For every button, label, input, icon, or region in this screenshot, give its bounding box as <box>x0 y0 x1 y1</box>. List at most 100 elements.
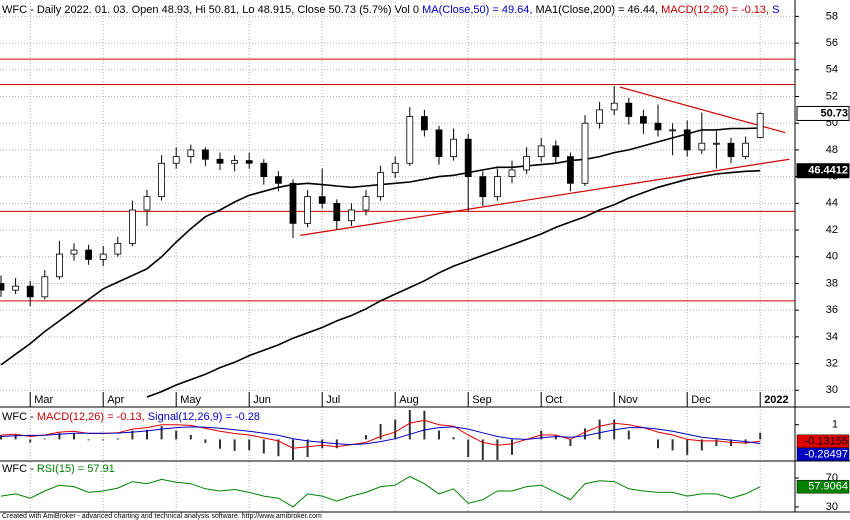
x-tick-label: Mar <box>34 394 53 406</box>
candle-body <box>289 182 297 224</box>
candle-body <box>172 156 180 164</box>
title-part: MA1(Close,200) = 46.44, <box>536 4 662 16</box>
moving-average-line <box>146 169 761 398</box>
y-tick-label: 1 <box>832 419 838 431</box>
candle-body <box>654 122 662 131</box>
candle-body <box>85 249 92 260</box>
candle-body <box>333 202 341 222</box>
title-part: MACD(12,26) = -0.13, <box>37 411 148 423</box>
title-part: WFC - <box>2 463 37 475</box>
x-tick-label: Nov <box>618 394 638 406</box>
y-tick-label: 30 <box>826 384 838 396</box>
indicator-line <box>0 475 761 508</box>
candle-body <box>41 276 49 298</box>
candle-body <box>377 172 385 198</box>
x-tick-label: Apr <box>107 394 124 406</box>
price-label: 46.4412 <box>808 165 848 177</box>
plot-area <box>0 462 761 512</box>
candle-body <box>56 253 63 278</box>
candle-body <box>318 196 326 204</box>
candle-body <box>201 149 209 160</box>
panel-title: WFC - Daily 2022. 01. 03. Open 48.93, Hi… <box>2 4 779 16</box>
x-tick-label: Jul <box>326 394 340 406</box>
panel-title: WFC - RSI(15) = 57.91 <box>2 463 115 475</box>
value-label: -0.28497 <box>805 448 848 460</box>
x-tick-label: Jun <box>253 394 271 406</box>
candle-body <box>508 169 516 178</box>
x-tick-label: 2022 <box>764 394 788 406</box>
candle-body <box>158 162 166 198</box>
y-tick-label: 52 <box>826 90 838 102</box>
panel-title: WFC - MACD(12,26) = -0.13, Signal(12,26,… <box>2 411 260 423</box>
y-tick-label: 58 <box>826 10 838 22</box>
candle-body <box>406 116 414 164</box>
y-tick-label: 40 <box>826 251 838 263</box>
candle-body <box>260 162 268 178</box>
candle-body <box>12 285 20 291</box>
candle-body <box>450 138 458 157</box>
candle-body <box>610 102 618 111</box>
candle-body <box>231 160 239 164</box>
title-part: WFC - <box>2 411 37 423</box>
candle-body <box>0 283 5 291</box>
candle-body <box>420 116 428 131</box>
x-tick-label: Dec <box>691 394 711 406</box>
title-part: S <box>772 4 779 16</box>
indicator-line <box>0 426 761 446</box>
y-tick-label: 36 <box>826 304 838 316</box>
y-tick-label: 34 <box>826 331 838 343</box>
candle-body <box>274 176 282 184</box>
y-tick-label: 54 <box>826 64 838 76</box>
price-label-box <box>796 163 850 179</box>
candle-body <box>128 209 136 244</box>
value-box <box>796 479 850 494</box>
candle-body <box>727 142 735 157</box>
value-label: 57.9064 <box>808 481 848 493</box>
plot-area <box>0 410 762 460</box>
candle-body <box>567 156 574 184</box>
y-tick-label: 38 <box>826 277 838 289</box>
indicator-line <box>0 419 761 449</box>
title-part: MACD(12,26) = -0.13, <box>661 4 772 16</box>
x-tick-label: Oct <box>545 394 562 406</box>
candle-body <box>493 176 501 198</box>
title-part: RSI(15) = 57.91 <box>37 463 115 475</box>
candle-body <box>245 160 253 164</box>
y-tick-label: 48 <box>826 144 838 156</box>
trend-line <box>300 158 790 236</box>
footer: Created with AmiBroker - advanced charti… <box>2 513 322 520</box>
candle-body <box>26 285 34 298</box>
candle-body <box>216 158 224 164</box>
candle-body <box>640 116 647 124</box>
y-tick-label: 44 <box>826 197 838 209</box>
candle-body <box>435 129 443 157</box>
candle-body <box>464 138 472 178</box>
candle-body <box>581 122 589 184</box>
candle-body <box>596 109 603 124</box>
plot-area <box>0 3 795 405</box>
title-part: WFC - Daily 2022. 01. 03. Open 48.93, Hi… <box>2 4 422 16</box>
candle-body <box>70 249 78 255</box>
candle-body <box>552 145 560 157</box>
candle-body <box>537 145 545 157</box>
title-part: MA(Close,50) = 49.64, <box>422 4 535 16</box>
candle-body <box>756 113 764 138</box>
candle-body <box>683 129 691 151</box>
candle-body <box>625 102 633 117</box>
y-tick-label: 30 <box>826 501 838 513</box>
candle-body <box>391 162 399 174</box>
title-part: Signal(12,26,9) = -0.28 <box>148 411 260 423</box>
candle-body <box>114 242 122 255</box>
x-tick-label: Aug <box>399 394 419 406</box>
x-tick-label: Sep <box>472 394 492 406</box>
price-label: 50.73 <box>820 107 848 119</box>
candle-body <box>698 142 706 151</box>
candle-body <box>479 176 487 198</box>
candle-body <box>362 196 370 211</box>
candle-body <box>143 196 151 211</box>
candle-body <box>304 196 312 224</box>
y-tick-label: 56 <box>826 37 838 49</box>
price-label-box <box>796 105 850 121</box>
candle-body <box>669 129 676 132</box>
